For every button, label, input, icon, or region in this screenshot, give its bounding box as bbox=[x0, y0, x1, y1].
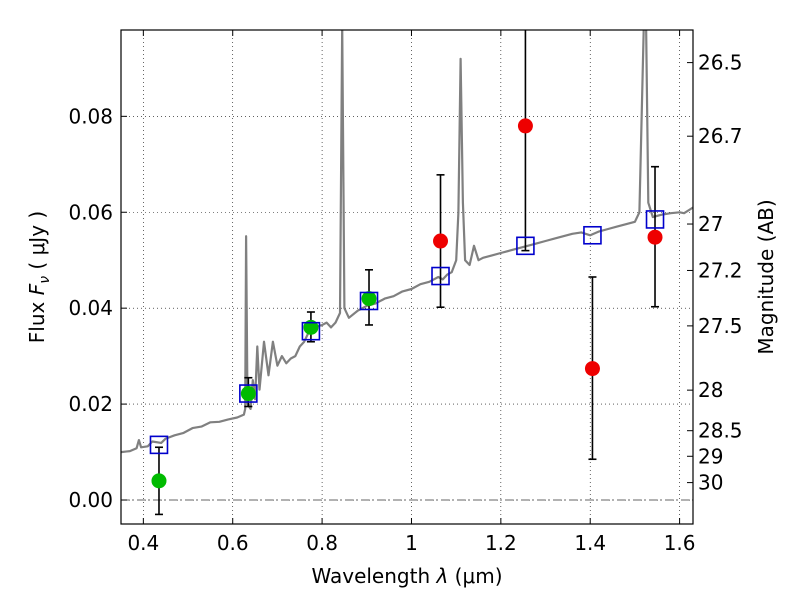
axis-ticks: 0.4 0.6 0.8 1 1.2 1.4 1.6 0.00 0.02 0.04 0.06 0.08 2… bbox=[68, 30, 743, 555]
y2-tick-label: 27 bbox=[698, 212, 723, 236]
x-tick-label: 1.4 bbox=[574, 531, 606, 555]
x-axis-label-pre: Wavelength bbox=[311, 564, 436, 588]
x-tick-label: 1 bbox=[405, 531, 418, 555]
x-tick-label: 0.4 bbox=[127, 531, 159, 555]
model-photometry-square bbox=[149, 435, 169, 455]
detection-point bbox=[303, 319, 319, 335]
model-photometry-square bbox=[431, 266, 450, 286]
y2-axis-label: Magnitude (AB) bbox=[754, 199, 778, 354]
model-photometry-square bbox=[239, 384, 258, 403]
plot-area bbox=[121, 30, 693, 516]
y-tick-label: 0.06 bbox=[68, 200, 113, 224]
y2-tick-label: 27.2 bbox=[698, 258, 743, 282]
x-axis-label: Wavelength λ (μm) bbox=[311, 564, 502, 588]
detection-point bbox=[240, 386, 256, 402]
y-tick-label: 0.00 bbox=[68, 488, 113, 512]
y-axis-label-subscript: ν bbox=[37, 276, 53, 284]
y2-tick-label: 28 bbox=[698, 378, 723, 402]
marginal-detection-point bbox=[647, 229, 663, 245]
y2-tick-label: 27.5 bbox=[698, 314, 743, 338]
y-axis-label-symbol: F bbox=[25, 283, 49, 295]
y-axis-label-pre: Flux bbox=[25, 295, 49, 343]
x-tick-label: 0.6 bbox=[217, 531, 249, 555]
detection-point bbox=[361, 291, 377, 307]
y2-tick-label: 29 bbox=[698, 444, 723, 468]
detection-point bbox=[151, 473, 167, 489]
marginal-detection-point bbox=[584, 361, 600, 377]
x-tick-label: 1.2 bbox=[485, 531, 517, 555]
x-axis-label-symbol: λ bbox=[435, 564, 448, 588]
y-axis-label: Flux Fν ( μJy ) bbox=[25, 211, 53, 343]
marginal-detection-point bbox=[433, 233, 449, 249]
marginal-detection-point bbox=[517, 118, 533, 134]
y2-tick-label: 30 bbox=[698, 471, 723, 495]
model-photometry-square bbox=[645, 210, 665, 229]
y2-tick-label: 26.5 bbox=[698, 51, 743, 75]
model-photometry-square bbox=[359, 291, 379, 311]
axes-frame bbox=[120, 29, 694, 525]
y-axis-label-unit: ( μJy ) bbox=[25, 211, 49, 276]
x-tick-label: 1.6 bbox=[664, 531, 696, 555]
y2-tick-label: 28.5 bbox=[698, 419, 743, 443]
y-tick-label: 0.02 bbox=[68, 392, 113, 416]
y-tick-label: 0.08 bbox=[68, 104, 113, 128]
model-photometry-square bbox=[301, 321, 321, 341]
x-axis-label-unit: (μm) bbox=[448, 564, 502, 588]
y-tick-label: 0.04 bbox=[68, 296, 113, 320]
model-photometry-square bbox=[583, 225, 602, 245]
x-tick-label: 0.8 bbox=[306, 531, 338, 555]
y2-tick-label: 26.7 bbox=[698, 124, 743, 148]
model-photometry-square bbox=[516, 236, 535, 256]
